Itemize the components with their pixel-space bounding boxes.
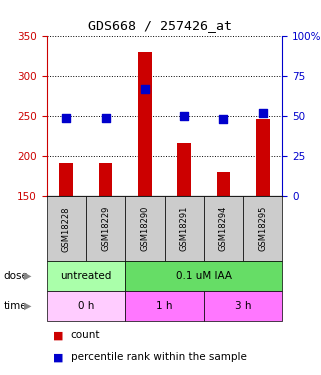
Bar [99,163,112,196]
Text: untreated: untreated [60,271,112,281]
Bar [138,52,152,196]
Point [182,113,187,119]
Text: 0 h: 0 h [78,301,94,311]
Bar [256,120,270,196]
Bar [177,144,191,196]
Text: ▶: ▶ [23,271,31,281]
Text: dose: dose [3,271,28,281]
Bar [217,172,230,196]
Text: GSM18294: GSM18294 [219,206,228,251]
Text: 1 h: 1 h [156,301,173,311]
Text: GSM18229: GSM18229 [101,206,110,251]
Text: time: time [3,301,27,311]
Point [64,115,69,121]
Point [142,86,147,92]
Text: ■: ■ [53,352,64,362]
Text: ▶: ▶ [23,301,31,311]
Text: 0.1 uM IAA: 0.1 uM IAA [176,271,232,281]
Text: 3 h: 3 h [235,301,251,311]
Text: GSM18228: GSM18228 [62,206,71,252]
Text: GSM18291: GSM18291 [180,206,189,251]
Text: GDS668 / 257426_at: GDS668 / 257426_at [89,20,232,33]
Bar [59,163,73,196]
Point [260,110,265,116]
Point [221,117,226,123]
Text: ■: ■ [53,330,64,340]
Text: GSM18290: GSM18290 [140,206,149,251]
Point [103,115,108,121]
Text: count: count [71,330,100,340]
Text: percentile rank within the sample: percentile rank within the sample [71,352,247,362]
Text: GSM18295: GSM18295 [258,206,267,251]
